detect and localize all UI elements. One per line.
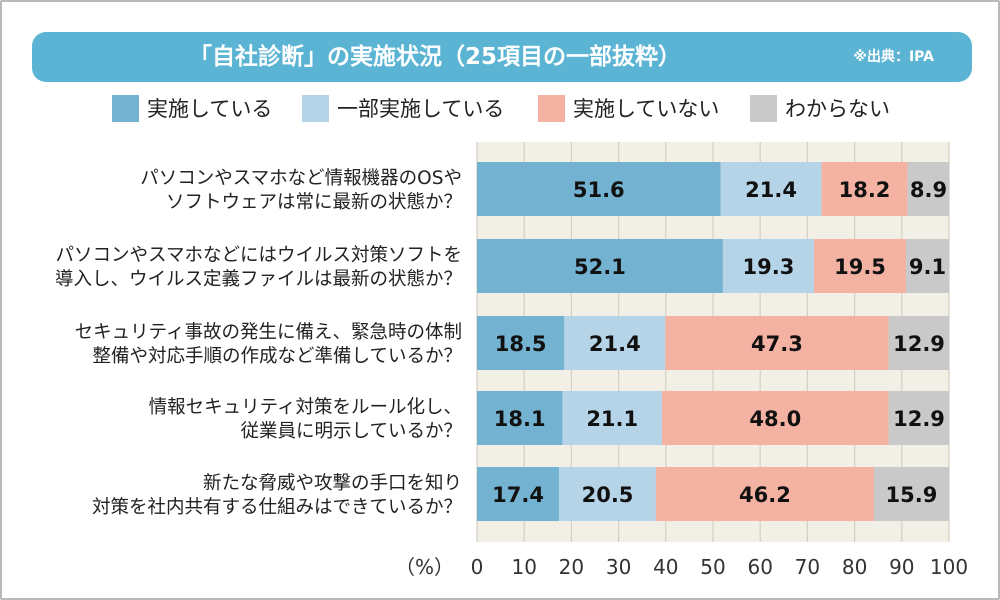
category-label: 整備や対応手順の作成など準備しているか？: [93, 346, 462, 367]
data-label: 18.1: [494, 407, 546, 431]
x-tick-label: 90: [889, 555, 914, 579]
x-tick-label: 10: [511, 555, 536, 579]
x-tick-label: 30: [606, 555, 631, 579]
bar-segment: [907, 162, 950, 216]
category-label: セキュリティ事故の発生に備え、緊急時の体制: [75, 322, 462, 343]
x-tick-label: 40: [653, 555, 678, 579]
data-label: 51.6: [573, 178, 625, 202]
bar-segment: [821, 162, 908, 216]
data-label: 17.4: [492, 483, 544, 507]
bar-segment: [477, 239, 723, 293]
bar-segment: [662, 391, 889, 445]
data-label: 19.3: [743, 255, 795, 279]
category-label: 新たな脅威や攻撃の手口を知り: [203, 473, 462, 494]
category-label: パソコンやスマホなど情報機器のOSや: [140, 168, 462, 189]
category-label: ソフトウェアは常に最新の状態か？: [166, 192, 462, 213]
legend-swatch: [750, 94, 777, 122]
category-label: 導入し、ウイルス定義ファイルは最新の状態か？: [55, 269, 462, 290]
bar-segment: [888, 316, 950, 370]
data-label: 18.5: [495, 332, 547, 356]
data-label: 12.9: [893, 407, 945, 431]
bar-segment: [477, 391, 563, 445]
bar-segment: [477, 316, 565, 370]
x-tick-label: 0: [471, 555, 484, 579]
data-label: 46.2: [739, 483, 791, 507]
data-label: 8.9: [910, 178, 947, 202]
legend-swatch: [302, 94, 329, 122]
x-tick-label: 50: [700, 555, 725, 579]
legend-label: 実施していない: [573, 97, 720, 121]
legend-label: わからない: [785, 97, 890, 121]
bar-segment: [655, 467, 874, 521]
bar-segment: [888, 391, 950, 445]
x-axis-label: （%）: [395, 555, 454, 579]
legend-item-partially-implemented: 一部実施している: [302, 93, 504, 123]
bar-segment: [665, 316, 889, 370]
legend-item-unknown: わからない: [750, 93, 890, 123]
data-label: 15.9: [886, 483, 938, 507]
bar-segment: [562, 391, 663, 445]
data-label: 47.3: [751, 332, 803, 356]
bar-segment: [873, 467, 949, 521]
data-label: 9.1: [909, 255, 946, 279]
bar-segment: [564, 316, 666, 370]
category-label: 情報セキュリティ対策をルール化し、: [149, 397, 462, 418]
data-label: 52.1: [574, 255, 626, 279]
bar-segment: [906, 239, 949, 293]
x-tick-label: 80: [842, 555, 867, 579]
bar-segment: [477, 162, 721, 216]
category-label: 対策を社内共有する仕組みはできているか？: [92, 497, 462, 518]
bar-segment: [477, 467, 560, 521]
title-bar: 「自社診断」の実施状況（25項目の一部抜粋） ※出典：IPA: [32, 32, 972, 82]
source-note: ※出典：IPA: [853, 49, 934, 65]
data-label: 48.0: [749, 407, 801, 431]
bar-segment: [559, 467, 656, 521]
legend-swatch: [112, 94, 139, 122]
x-tick-label: 100: [930, 555, 968, 579]
data-label: 21.4: [589, 332, 641, 356]
legend-item-not-implemented: 実施していない: [538, 93, 719, 123]
data-label: 21.4: [745, 178, 797, 202]
x-tick-label: 20: [559, 555, 584, 579]
data-label: 18.2: [839, 178, 891, 202]
bar-segment: [814, 239, 907, 293]
data-label: 21.1: [586, 407, 638, 431]
chart-title: 「自社診断」の実施状況（25項目の一部抜粋）: [188, 44, 681, 70]
data-label: 19.5: [834, 255, 886, 279]
x-tick-label: 70: [795, 555, 820, 579]
category-label: パソコンやスマホなどにはウイルス対策ソフトを: [56, 245, 462, 266]
data-label: 12.9: [893, 332, 945, 356]
x-tick-label: 60: [747, 555, 772, 579]
bar-segment: [722, 239, 815, 293]
category-label: 従業員に明示しているか？: [241, 421, 462, 442]
legend-swatch: [538, 94, 565, 122]
legend-item-implemented: 実施している: [112, 93, 272, 123]
legend-label: 一部実施している: [337, 97, 505, 121]
bar-segment: [720, 162, 822, 216]
legend-label: 実施している: [147, 97, 273, 121]
data-label: 20.5: [582, 483, 634, 507]
